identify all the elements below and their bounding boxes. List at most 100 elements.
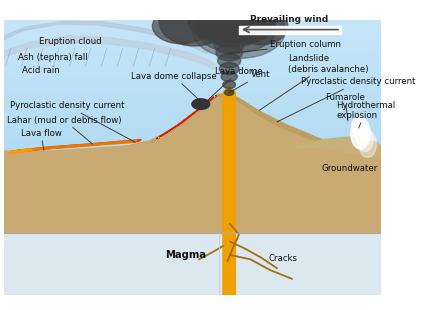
Bar: [4, 121, 381, 122]
Ellipse shape: [221, 72, 237, 82]
Bar: [4, 243, 381, 244]
Ellipse shape: [357, 128, 373, 152]
Bar: [4, 42, 381, 43]
Text: Landslide
(debris avalanche): Landslide (debris avalanche): [259, 55, 368, 110]
Bar: [4, 158, 381, 159]
Bar: [4, 189, 381, 190]
Ellipse shape: [209, 8, 249, 33]
Text: Pyroclastic density current: Pyroclastic density current: [11, 101, 135, 142]
Bar: [4, 164, 381, 165]
Bar: [4, 59, 381, 60]
Bar: [4, 48, 381, 49]
Bar: [4, 233, 381, 295]
Ellipse shape: [219, 63, 239, 75]
Bar: [4, 279, 381, 280]
Bar: [4, 188, 381, 189]
Bar: [4, 285, 381, 286]
Text: Eruption cloud: Eruption cloud: [39, 37, 102, 46]
Text: Ash (tephra) fall: Ash (tephra) fall: [18, 53, 88, 62]
Bar: [4, 99, 381, 100]
Bar: [4, 91, 381, 92]
Bar: [4, 269, 381, 270]
Bar: [4, 267, 381, 268]
Bar: [4, 107, 381, 108]
Ellipse shape: [208, 11, 248, 35]
Bar: [4, 191, 381, 192]
Bar: [4, 137, 381, 138]
Bar: [4, 43, 381, 44]
Bar: [4, 249, 381, 250]
Bar: [4, 275, 381, 276]
Polygon shape: [158, 96, 215, 138]
Bar: [4, 248, 381, 249]
Ellipse shape: [211, 17, 248, 40]
Bar: [4, 157, 381, 158]
Ellipse shape: [196, 5, 276, 53]
Bar: [4, 229, 381, 230]
Bar: [4, 96, 381, 97]
Ellipse shape: [355, 125, 369, 146]
Bar: [4, 35, 381, 36]
Bar: [4, 247, 381, 248]
Bar: [4, 179, 381, 180]
Bar: [4, 146, 381, 147]
Bar: [4, 236, 381, 237]
Bar: [4, 50, 381, 51]
Bar: [4, 168, 381, 169]
Bar: [4, 195, 381, 196]
Polygon shape: [156, 95, 217, 139]
Bar: [4, 124, 381, 125]
Ellipse shape: [351, 118, 370, 149]
Bar: [4, 199, 381, 200]
Bar: [4, 61, 381, 62]
Bar: [4, 182, 381, 183]
Ellipse shape: [359, 131, 377, 157]
Ellipse shape: [351, 118, 362, 134]
Bar: [4, 87, 381, 88]
Bar: [4, 150, 381, 151]
Bar: [4, 90, 381, 91]
Bar: [4, 154, 381, 155]
Bar: [4, 38, 381, 39]
Bar: [4, 225, 381, 226]
Bar: [4, 268, 381, 269]
Text: Lava dome: Lava dome: [204, 67, 263, 104]
Bar: [4, 173, 381, 174]
Bar: [4, 171, 381, 172]
Bar: [4, 207, 381, 208]
Bar: [4, 204, 381, 205]
Bar: [4, 133, 381, 134]
Bar: [4, 172, 381, 173]
Bar: [4, 28, 381, 29]
Bar: [4, 69, 381, 70]
Bar: [4, 80, 381, 81]
Bar: [4, 123, 381, 124]
Bar: [4, 125, 381, 126]
Bar: [4, 73, 381, 74]
Bar: [4, 241, 381, 242]
Bar: [4, 132, 381, 133]
Text: Lava flow: Lava flow: [21, 129, 62, 150]
Bar: [4, 292, 381, 293]
Bar: [4, 288, 381, 289]
Bar: [4, 86, 381, 87]
Bar: [4, 181, 381, 182]
Bar: [4, 166, 381, 167]
Bar: [4, 27, 381, 28]
Bar: [4, 104, 381, 105]
Bar: [4, 30, 381, 31]
Bar: [4, 49, 381, 50]
Bar: [4, 110, 381, 111]
Bar: [4, 56, 381, 57]
Text: Pyroclastic density current: Pyroclastic density current: [277, 78, 416, 122]
Bar: [4, 152, 381, 153]
Bar: [4, 194, 381, 195]
Bar: [4, 217, 381, 218]
Ellipse shape: [214, 35, 244, 54]
Bar: [4, 187, 381, 188]
Bar: [4, 290, 381, 291]
Bar: [4, 74, 381, 75]
Bar: [4, 245, 381, 246]
Ellipse shape: [188, 0, 255, 42]
Bar: [4, 101, 381, 102]
